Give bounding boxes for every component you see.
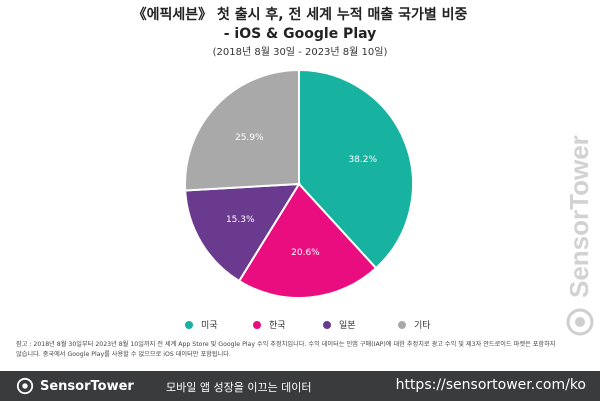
legend-swatch-0 xyxy=(185,320,193,329)
pie-slice-1 xyxy=(237,182,378,299)
pie-slice-label-3: 25.9% xyxy=(235,133,264,143)
chart-subtitle: (2018년 8월 30일 - 2023년 8월 10일) xyxy=(212,47,388,58)
legend-swatch-3 xyxy=(398,320,406,329)
legend-item-2: 일본 xyxy=(323,318,356,331)
legend-swatch-2 xyxy=(323,320,331,329)
chart-title-line2: - iOS & Google Play xyxy=(223,26,377,42)
pie-slice-2 xyxy=(184,182,301,283)
sensortower-watermark-logo-icon xyxy=(566,308,594,336)
watermark-text: SensorTower xyxy=(564,135,594,298)
legend-item-3: 기타 xyxy=(398,318,431,331)
legend-label-3: 기타 xyxy=(414,321,431,331)
pie-slice-3 xyxy=(184,68,300,192)
legend-item-1: 한국 xyxy=(253,318,286,331)
legend-label-2: 일본 xyxy=(339,321,356,331)
footer-brand[interactable]: SensorTower xyxy=(16,377,134,395)
legend-label-0: 미국 xyxy=(201,321,218,331)
pie-slice-label-2: 15.3% xyxy=(226,215,255,225)
footnote-line2: 않습니다. 중국에서 Google Play를 사용할 수 없으므로 iOS 데… xyxy=(16,351,231,358)
pie-slice-label-1: 20.6% xyxy=(291,248,320,258)
legend-label-1: 한국 xyxy=(269,321,286,331)
title-block: 《에픽세븐》 첫 출시 후, 전 세계 누적 매출 국가별 비중 - iOS &… xyxy=(0,6,600,60)
pie-slice-0 xyxy=(298,68,414,270)
chart-legend: 미국 한국 일본 기타 xyxy=(0,318,600,334)
legend-item-0: 미국 xyxy=(185,318,218,331)
footer-slogan: 모바일 앱 성장을 이끄는 데이터 xyxy=(166,381,312,394)
sensortower-logo-icon xyxy=(16,377,34,395)
footnote-line1: 참고 : 2018년 8월 30일부터 2023년 8월 10일까지 전 세계 … xyxy=(16,341,556,348)
footnote: 참고 : 2018년 8월 30일부터 2023년 8월 10일까지 전 세계 … xyxy=(16,340,586,360)
pie-chart: 38.2% 20.6% 15.3% 25.9% xyxy=(184,68,414,299)
footer-url-link[interactable]: https://sensortower.com/ko xyxy=(395,377,586,393)
footer-brand-name: SensorTower xyxy=(40,378,134,394)
footer-bar: SensorTower 모바일 앱 성장을 이끄는 데이터 https://se… xyxy=(0,371,600,401)
sensortower-watermark: SensorTower xyxy=(564,135,594,336)
chart-title-line1: 《에픽세븐》 첫 출시 후, 전 세계 누적 매출 국가별 비중 xyxy=(132,7,468,23)
legend-swatch-1 xyxy=(253,320,261,329)
pie-slice-label-0: 38.2% xyxy=(348,155,377,165)
